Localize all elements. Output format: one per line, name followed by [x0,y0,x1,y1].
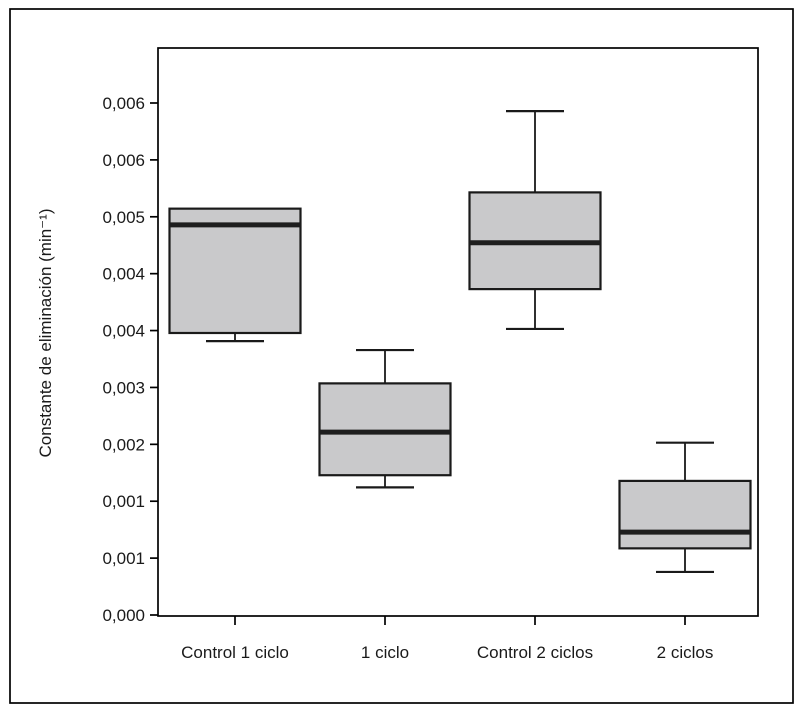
figure-border [9,8,794,704]
y-tick-label: 0,004 [102,265,145,284]
box-iqr [318,382,452,477]
x-category-label: 1 ciclo [361,643,409,662]
plot-frame [157,47,759,617]
y-tick-label: 0,002 [102,435,145,454]
y-tick-label: 0,005 [102,208,145,227]
y-tick-label: 0,001 [102,549,145,568]
y-tick-label: 0,000 [102,606,145,625]
y-tick-label: 0,006 [102,94,145,113]
box-iqr [168,207,302,335]
y-tick-label: 0,001 [102,492,145,511]
x-category-label: Control 1 ciclo [181,643,289,662]
y-tick-label: 0,004 [102,322,145,341]
x-category-label: 2 ciclos [657,643,714,662]
y-tick-label: 0,003 [102,378,145,397]
x-category-label: Control 2 ciclos [477,643,593,662]
y-tick-label: 0,006 [102,151,145,170]
box-iqr [618,479,752,550]
